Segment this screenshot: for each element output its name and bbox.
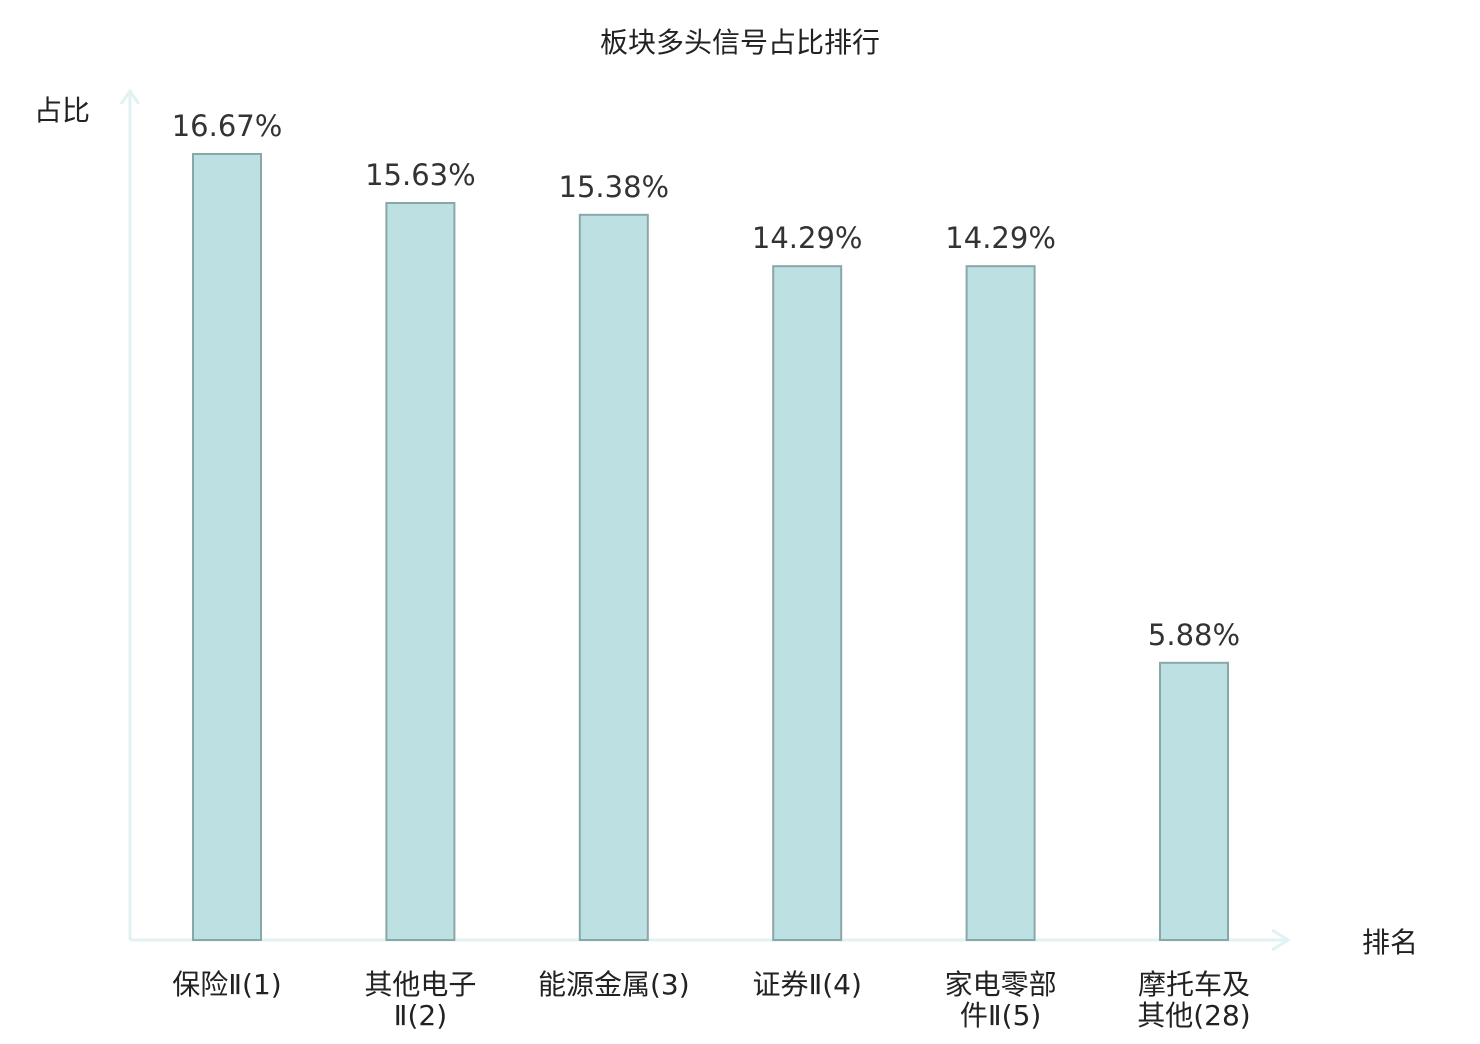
category-label-4: 证券Ⅱ(4) — [752, 968, 861, 1001]
bars-layer — [192, 153, 1229, 942]
x-axis-label: 排名 — [1362, 926, 1418, 959]
category-label-2-line-1: 其他电子 — [364, 968, 476, 1001]
category-label-6-line-2: 其他(28) — [1137, 999, 1250, 1032]
category-label-2-line-2: Ⅱ(2) — [394, 999, 447, 1032]
y-axis-arrow — [119, 88, 141, 105]
category-label-5-line-1: 家电零部 — [945, 968, 1057, 1001]
bar-1 — [192, 153, 262, 941]
bar-6 — [1159, 661, 1229, 941]
chart-title: 板块多头信号占比排行 — [600, 26, 880, 59]
value-label-4: 14.29% — [752, 221, 863, 255]
value-label-6: 5.88% — [1148, 618, 1240, 652]
category-label-5-line-2: 件Ⅱ(5) — [960, 999, 1041, 1032]
value-label-5: 14.29% — [945, 221, 1056, 255]
value-label-2: 15.63% — [365, 158, 476, 192]
value-label-1: 16.67% — [172, 109, 283, 143]
axes — [119, 88, 1291, 952]
category-label-1: 保险Ⅱ(1) — [172, 968, 281, 1001]
bar-3 — [578, 213, 649, 942]
value-labels-layer: 16.67% 15.63% 15.38% 14.29% 14.29% 5.88% — [172, 109, 1240, 652]
value-label-3: 15.38% — [559, 170, 670, 204]
x-axis-arrow — [1271, 928, 1291, 952]
bar-4 — [772, 265, 843, 941]
bar-5 — [965, 265, 1036, 941]
category-label-3: 能源金属(3) — [538, 968, 690, 1001]
category-label-6-line-1: 摩托车及 — [1138, 968, 1250, 1001]
bar-2 — [385, 202, 456, 941]
y-axis-label: 占比 — [34, 94, 90, 127]
